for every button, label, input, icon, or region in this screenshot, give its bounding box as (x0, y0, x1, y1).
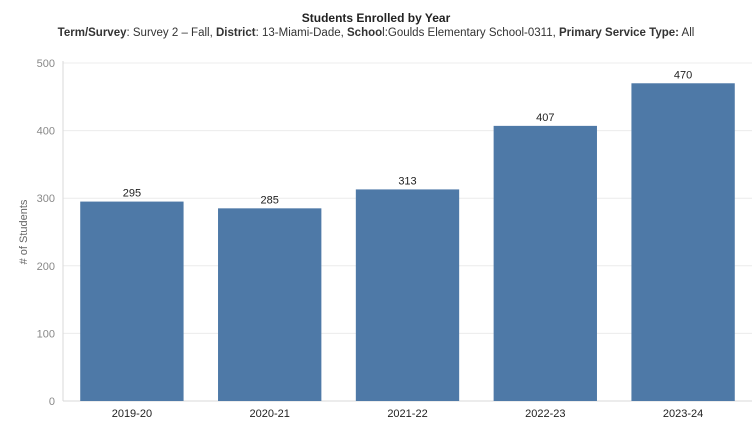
chart-title: Students Enrolled by Year (301, 11, 451, 25)
term-value: : Survey 2 – Fall, (126, 27, 216, 39)
bar (355, 189, 460, 401)
y-tick-label: 400 (37, 126, 55, 138)
bar (218, 208, 322, 401)
data-label: 313 (398, 175, 416, 187)
x-tick-label: 2020-21 (250, 408, 290, 420)
bar (493, 125, 597, 402)
y-tick-label: 500 (37, 58, 55, 70)
y-tick-label: 100 (37, 328, 55, 340)
service-label: Primary Service Type: (559, 27, 679, 39)
chart-subtitle: Term/Survey: Survey 2 – Fall, District: … (0, 27, 752, 39)
y-tick-label: 300 (37, 193, 55, 205)
x-tick-label: 2021-22 (387, 408, 427, 420)
term-label: Term/Survey (57, 27, 127, 39)
y-tick-label: 200 (37, 261, 55, 273)
x-tick-label: 2022-23 (525, 408, 565, 420)
data-label: 470 (674, 69, 692, 81)
y-tick-label: 0 (49, 396, 55, 408)
school-label: Schoo (347, 27, 383, 39)
bar (631, 83, 735, 401)
school-value: l:Goulds Elementary School-0311, (382, 27, 559, 39)
service-value: All (678, 27, 695, 39)
x-tick-label: 2023-24 (663, 408, 703, 420)
data-label: 285 (261, 194, 279, 206)
district-value: : 13-Miami-Dade, (255, 27, 347, 39)
data-label: 295 (123, 188, 141, 200)
x-tick-label: 2019-20 (112, 408, 152, 420)
data-label: 407 (536, 112, 554, 124)
district-label: District (215, 27, 256, 39)
bar (80, 201, 184, 401)
y-axis-title: # of Students (18, 199, 30, 264)
